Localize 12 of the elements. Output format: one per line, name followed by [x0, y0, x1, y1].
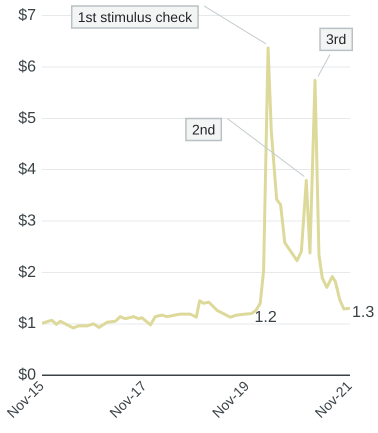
y-tick-label: $5: [18, 110, 36, 127]
annotation: 3rd: [326, 31, 346, 48]
y-tick-label: $4: [18, 161, 36, 178]
annotation: 2nd: [192, 121, 216, 138]
y-tick-label: $2: [18, 264, 36, 281]
y-tick-label: $7: [18, 7, 36, 24]
data-label: 1.3: [352, 304, 374, 321]
data-label: 1.2: [254, 308, 277, 326]
y-tick-label: $3: [18, 212, 36, 230]
y-tick-label: $1: [18, 315, 36, 332]
y-tick-label: $6: [18, 58, 36, 76]
annotation: 1st stimulus check: [78, 8, 194, 25]
